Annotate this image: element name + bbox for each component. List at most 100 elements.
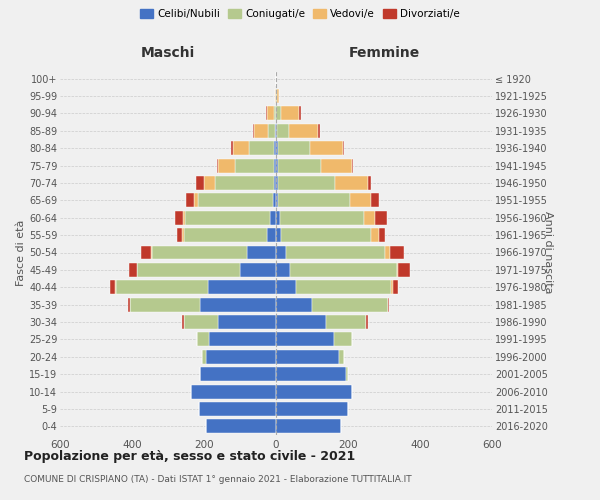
Bar <box>366 315 368 329</box>
Bar <box>115 280 116 294</box>
Bar <box>326 315 366 329</box>
Text: COMUNE DI CRISPIANO (TA) - Dati ISTAT 1° gennaio 2021 - Elaborazione TUTTITALIA.: COMUNE DI CRISPIANO (TA) - Dati ISTAT 1°… <box>24 475 412 484</box>
Bar <box>137 263 240 277</box>
Bar <box>266 106 267 120</box>
Bar <box>276 367 346 381</box>
Bar <box>274 158 276 172</box>
Bar <box>312 298 388 312</box>
Bar <box>177 228 182 242</box>
Bar <box>280 211 364 224</box>
Bar <box>202 350 206 364</box>
Bar <box>276 228 281 242</box>
Bar <box>276 106 281 120</box>
Bar <box>218 158 235 172</box>
Bar <box>183 211 185 224</box>
Bar <box>215 176 274 190</box>
Bar <box>276 263 290 277</box>
Bar <box>391 280 393 294</box>
Bar <box>276 280 296 294</box>
Bar <box>186 194 194 207</box>
Bar <box>197 194 273 207</box>
Bar <box>276 142 278 155</box>
Bar <box>199 402 276 416</box>
Bar <box>110 280 115 294</box>
Bar <box>194 194 197 207</box>
Bar <box>296 280 391 294</box>
Bar <box>269 211 276 224</box>
Bar <box>278 176 335 190</box>
Bar <box>368 176 371 190</box>
Bar <box>209 332 276 346</box>
Bar <box>375 211 386 224</box>
Bar <box>267 228 276 242</box>
Bar <box>235 158 274 172</box>
Bar <box>276 350 339 364</box>
Bar <box>152 246 247 260</box>
Bar <box>175 211 183 224</box>
Bar <box>335 176 368 190</box>
Bar <box>299 106 301 120</box>
Bar <box>397 263 398 277</box>
Bar <box>191 384 276 398</box>
Bar <box>240 263 276 277</box>
Bar <box>151 246 152 260</box>
Bar <box>371 194 379 207</box>
Bar <box>276 89 277 103</box>
Bar <box>233 142 249 155</box>
Bar <box>276 211 280 224</box>
Bar <box>217 158 218 172</box>
Bar <box>182 315 184 329</box>
Bar <box>200 367 276 381</box>
Y-axis label: Fasce di età: Fasce di età <box>16 220 26 286</box>
Bar <box>343 142 344 155</box>
Bar <box>276 194 278 207</box>
Bar <box>274 142 276 155</box>
Bar <box>318 124 320 138</box>
Bar <box>321 158 352 172</box>
Bar <box>231 142 233 155</box>
Bar <box>281 106 299 120</box>
Bar <box>275 124 276 138</box>
Bar <box>267 106 274 120</box>
Bar <box>278 194 350 207</box>
Bar <box>184 315 218 329</box>
Bar <box>278 142 310 155</box>
Bar <box>286 246 385 260</box>
Bar <box>276 298 312 312</box>
Bar <box>398 263 410 277</box>
Bar <box>277 89 278 103</box>
Bar <box>350 194 371 207</box>
Bar <box>276 176 278 190</box>
Bar <box>391 246 404 260</box>
Bar <box>276 158 278 172</box>
Bar <box>346 367 348 381</box>
Bar <box>364 211 375 224</box>
Text: Femmine: Femmine <box>349 46 419 60</box>
Bar <box>276 332 334 346</box>
Bar <box>141 246 151 260</box>
Bar <box>204 176 215 190</box>
Bar <box>385 246 391 260</box>
Bar <box>278 158 321 172</box>
Bar <box>371 228 379 242</box>
Bar <box>379 228 385 242</box>
Bar <box>130 298 200 312</box>
Bar <box>254 124 268 138</box>
Bar <box>352 158 353 172</box>
Bar <box>218 315 276 329</box>
Y-axis label: Anni di nascita: Anni di nascita <box>543 211 553 294</box>
Bar <box>277 124 289 138</box>
Bar <box>128 298 130 312</box>
Bar <box>281 228 371 242</box>
Bar <box>388 298 389 312</box>
Bar <box>116 280 208 294</box>
Bar <box>274 176 276 190</box>
Bar <box>253 124 254 138</box>
Bar <box>206 420 276 434</box>
Bar <box>268 124 275 138</box>
Bar <box>393 280 398 294</box>
Text: Maschi: Maschi <box>141 46 195 60</box>
Bar <box>276 315 326 329</box>
Bar <box>276 124 277 138</box>
Text: Popolazione per età, sesso e stato civile - 2021: Popolazione per età, sesso e stato civil… <box>24 450 355 463</box>
